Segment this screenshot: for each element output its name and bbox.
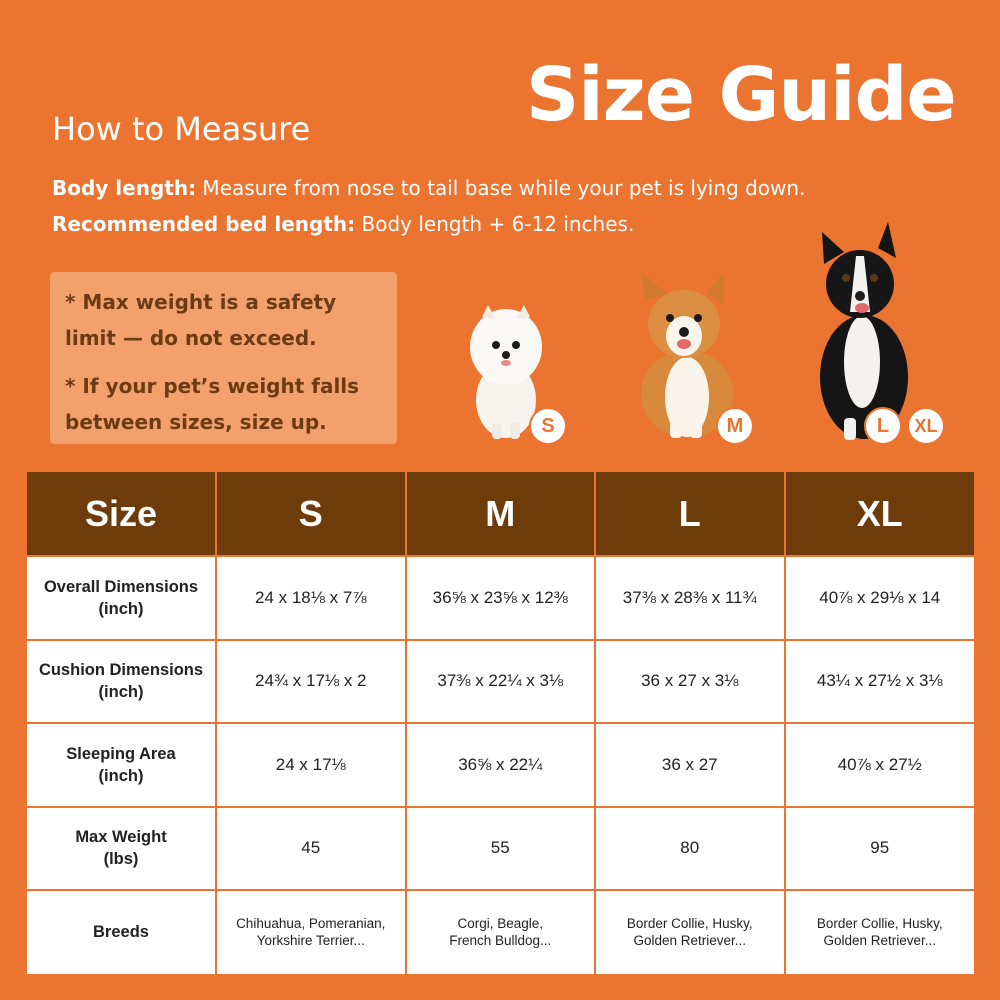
table-cell: 43¼ x 27½ x 3⅛	[784, 638, 974, 723]
header-s: S	[216, 472, 407, 556]
header-xl: XL	[784, 472, 974, 556]
row-label-overall: Overall Dimensions (inch)	[27, 555, 217, 640]
table-row: Max Weight (lbs) 45 55 80 95	[27, 805, 974, 890]
border-collie-dog-icon	[820, 222, 908, 440]
table-cell: Border Collie, Husky, Golden Retriever...	[784, 889, 974, 974]
body-length-instruction: Body length: Measure from nose to tail b…	[52, 176, 805, 200]
table-cell: 36⅝ x 23⅝ x 12⅜	[405, 555, 596, 640]
pomeranian-dog-icon	[470, 305, 542, 439]
table-cell: 37⅜ x 22¼ x 3⅛	[405, 638, 596, 723]
table-cell: 55	[405, 805, 596, 890]
table-cell: 36 x 27 x 3⅛	[595, 638, 786, 723]
table-cell: 24¾ x 17⅛ x 2	[216, 638, 407, 723]
table-cell: 36⅝ x 22¼	[405, 722, 596, 807]
table-row: Breeds Chihuahua, Pomeranian, Yorkshire T…	[27, 889, 974, 974]
table-row: Sleeping Area (inch) 24 x 17⅛ 36⅝ x 22¼ 3…	[27, 722, 974, 807]
size-badge-l: L	[864, 407, 902, 445]
corgi-dog-icon	[640, 272, 733, 438]
table-cell: 40⅞ x 29⅛ x 14	[784, 555, 974, 640]
size-badge-s: S	[529, 407, 567, 445]
page-title: Size Guide	[526, 52, 957, 138]
table-cell: 24 x 18⅛ x 7⅞	[216, 555, 407, 640]
body-length-label: Body length:	[52, 176, 197, 200]
header-l: L	[595, 472, 786, 556]
table-row: Cushion Dimensions (inch) 24¾ x 17⅛ x 2 3…	[27, 638, 974, 723]
size-badge-xl: XL	[907, 407, 945, 445]
table-cell: Chihuahua, Pomeranian, Yorkshire Terrier.…	[216, 889, 407, 974]
header-size: Size	[27, 472, 217, 556]
row-label-breeds: Breeds	[27, 889, 217, 974]
bed-length-instruction: Recommended bed length: Body length + 6-…	[52, 212, 634, 236]
body-length-text: Measure from nose to tail base while you…	[196, 176, 806, 200]
table-cell: 40⅞ x 27½	[784, 722, 974, 807]
row-label-cushion: Cushion Dimensions (inch)	[27, 638, 217, 723]
table-cell: 24 x 17⅛	[216, 722, 407, 807]
safety-note-box: * Max weight is a safety limit — do not …	[50, 272, 397, 444]
table-row: Overall Dimensions (inch) 24 x 18⅛ x 7⅞ 3…	[27, 555, 974, 640]
row-label-weight: Max Weight (lbs)	[27, 805, 217, 890]
table-cell: 45	[216, 805, 407, 890]
table-cell: 37⅜ x 28⅜ x 11¾	[595, 555, 786, 640]
bed-length-text: Body length + 6-12 inches.	[355, 212, 635, 236]
table-cell: 36 x 27	[595, 722, 786, 807]
size-table: Size S M L XL Overall Dimensions (inch) 2…	[27, 472, 974, 974]
table-cell: Corgi, Beagle, French Bulldog...	[405, 889, 596, 974]
header-m: M	[405, 472, 596, 556]
row-label-sleeping: Sleeping Area (inch)	[27, 722, 217, 807]
table-cell: 80	[595, 805, 786, 890]
size-up-note: * If your pet’s weight falls between siz…	[65, 374, 360, 434]
size-badge-m: M	[716, 407, 754, 445]
section-subtitle: How to Measure	[52, 110, 311, 148]
table-cell: 95	[784, 805, 974, 890]
table-cell: Border Collie, Husky, Golden Retriever...	[595, 889, 786, 974]
table-header-row: Size S M L XL	[27, 472, 974, 556]
bed-length-label: Recommended bed length:	[52, 212, 356, 236]
max-weight-note: * Max weight is a safety limit — do not …	[65, 290, 337, 350]
